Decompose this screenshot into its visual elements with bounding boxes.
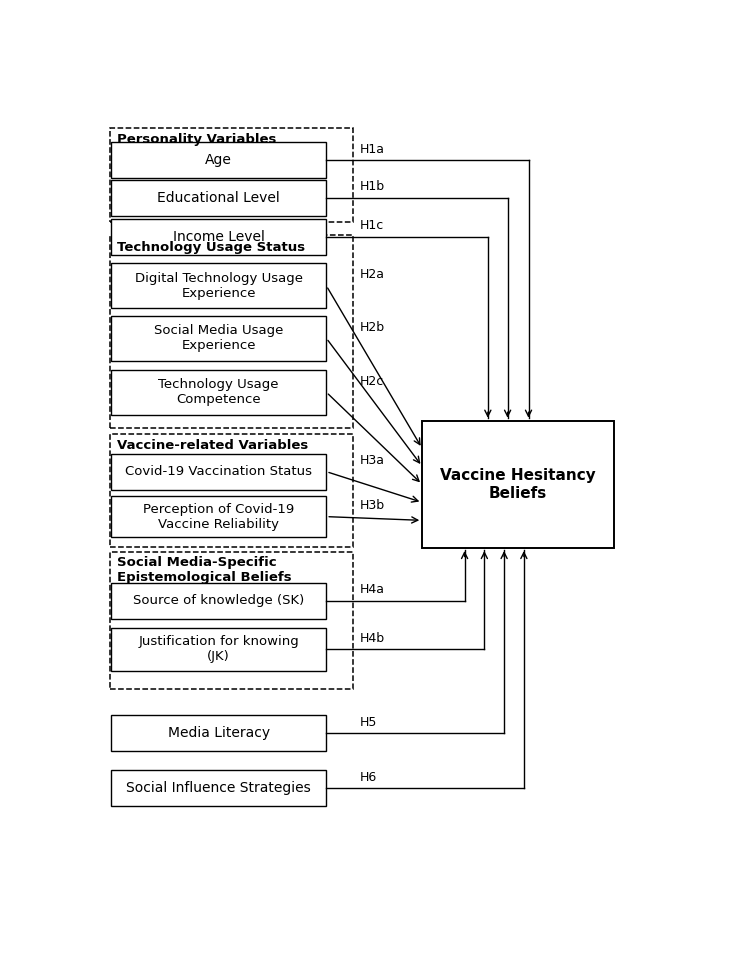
Text: H4b: H4b xyxy=(359,632,385,645)
FancyBboxPatch shape xyxy=(111,496,326,538)
Text: Income Level: Income Level xyxy=(172,230,265,244)
FancyBboxPatch shape xyxy=(111,582,326,618)
FancyBboxPatch shape xyxy=(110,552,353,690)
Text: Social Media-Specific
Epistemological Beliefs: Social Media-Specific Epistemological Be… xyxy=(117,556,292,584)
FancyBboxPatch shape xyxy=(111,770,326,806)
Text: Source of knowledge (SK): Source of knowledge (SK) xyxy=(133,594,304,607)
Text: Perception of Covid-19
Vaccine Reliability: Perception of Covid-19 Vaccine Reliabili… xyxy=(143,503,294,531)
FancyBboxPatch shape xyxy=(111,715,326,751)
Text: Vaccine-related Variables: Vaccine-related Variables xyxy=(117,438,308,452)
Text: Technology Usage Status: Technology Usage Status xyxy=(117,241,305,253)
Text: Technology Usage
Competence: Technology Usage Competence xyxy=(158,378,279,406)
Text: Justification for knowing
(JK): Justification for knowing (JK) xyxy=(138,635,299,663)
FancyBboxPatch shape xyxy=(111,369,326,415)
Text: Media Literacy: Media Literacy xyxy=(168,727,270,740)
Text: H2b: H2b xyxy=(359,320,385,334)
FancyBboxPatch shape xyxy=(110,235,353,429)
Text: Covid-19 Vaccination Status: Covid-19 Vaccination Status xyxy=(125,466,312,478)
Text: Vaccine Hesitancy
Beliefs: Vaccine Hesitancy Beliefs xyxy=(440,468,596,501)
Text: H3a: H3a xyxy=(359,454,385,468)
FancyBboxPatch shape xyxy=(422,421,614,548)
Text: Social Media Usage
Experience: Social Media Usage Experience xyxy=(154,324,284,353)
Text: H1b: H1b xyxy=(359,180,385,194)
Text: H1a: H1a xyxy=(359,143,385,156)
Text: H2a: H2a xyxy=(359,268,385,281)
FancyBboxPatch shape xyxy=(111,142,326,178)
FancyBboxPatch shape xyxy=(111,627,326,671)
Text: H4a: H4a xyxy=(359,583,385,596)
FancyBboxPatch shape xyxy=(111,219,326,255)
Text: H6: H6 xyxy=(359,770,376,784)
FancyBboxPatch shape xyxy=(110,434,353,546)
Text: H3b: H3b xyxy=(359,499,385,512)
FancyBboxPatch shape xyxy=(111,316,326,360)
FancyBboxPatch shape xyxy=(111,180,326,216)
Text: Age: Age xyxy=(206,153,232,168)
Text: H5: H5 xyxy=(359,716,376,729)
FancyBboxPatch shape xyxy=(111,263,326,308)
FancyBboxPatch shape xyxy=(110,129,353,222)
Text: Social Influence Strategies: Social Influence Strategies xyxy=(126,781,311,795)
Text: Personality Variables: Personality Variables xyxy=(117,133,276,146)
Text: H1c: H1c xyxy=(359,219,384,233)
Text: H2c: H2c xyxy=(359,375,384,388)
Text: Digital Technology Usage
Experience: Digital Technology Usage Experience xyxy=(135,272,303,300)
FancyBboxPatch shape xyxy=(111,454,326,490)
Text: Educational Level: Educational Level xyxy=(158,191,280,205)
